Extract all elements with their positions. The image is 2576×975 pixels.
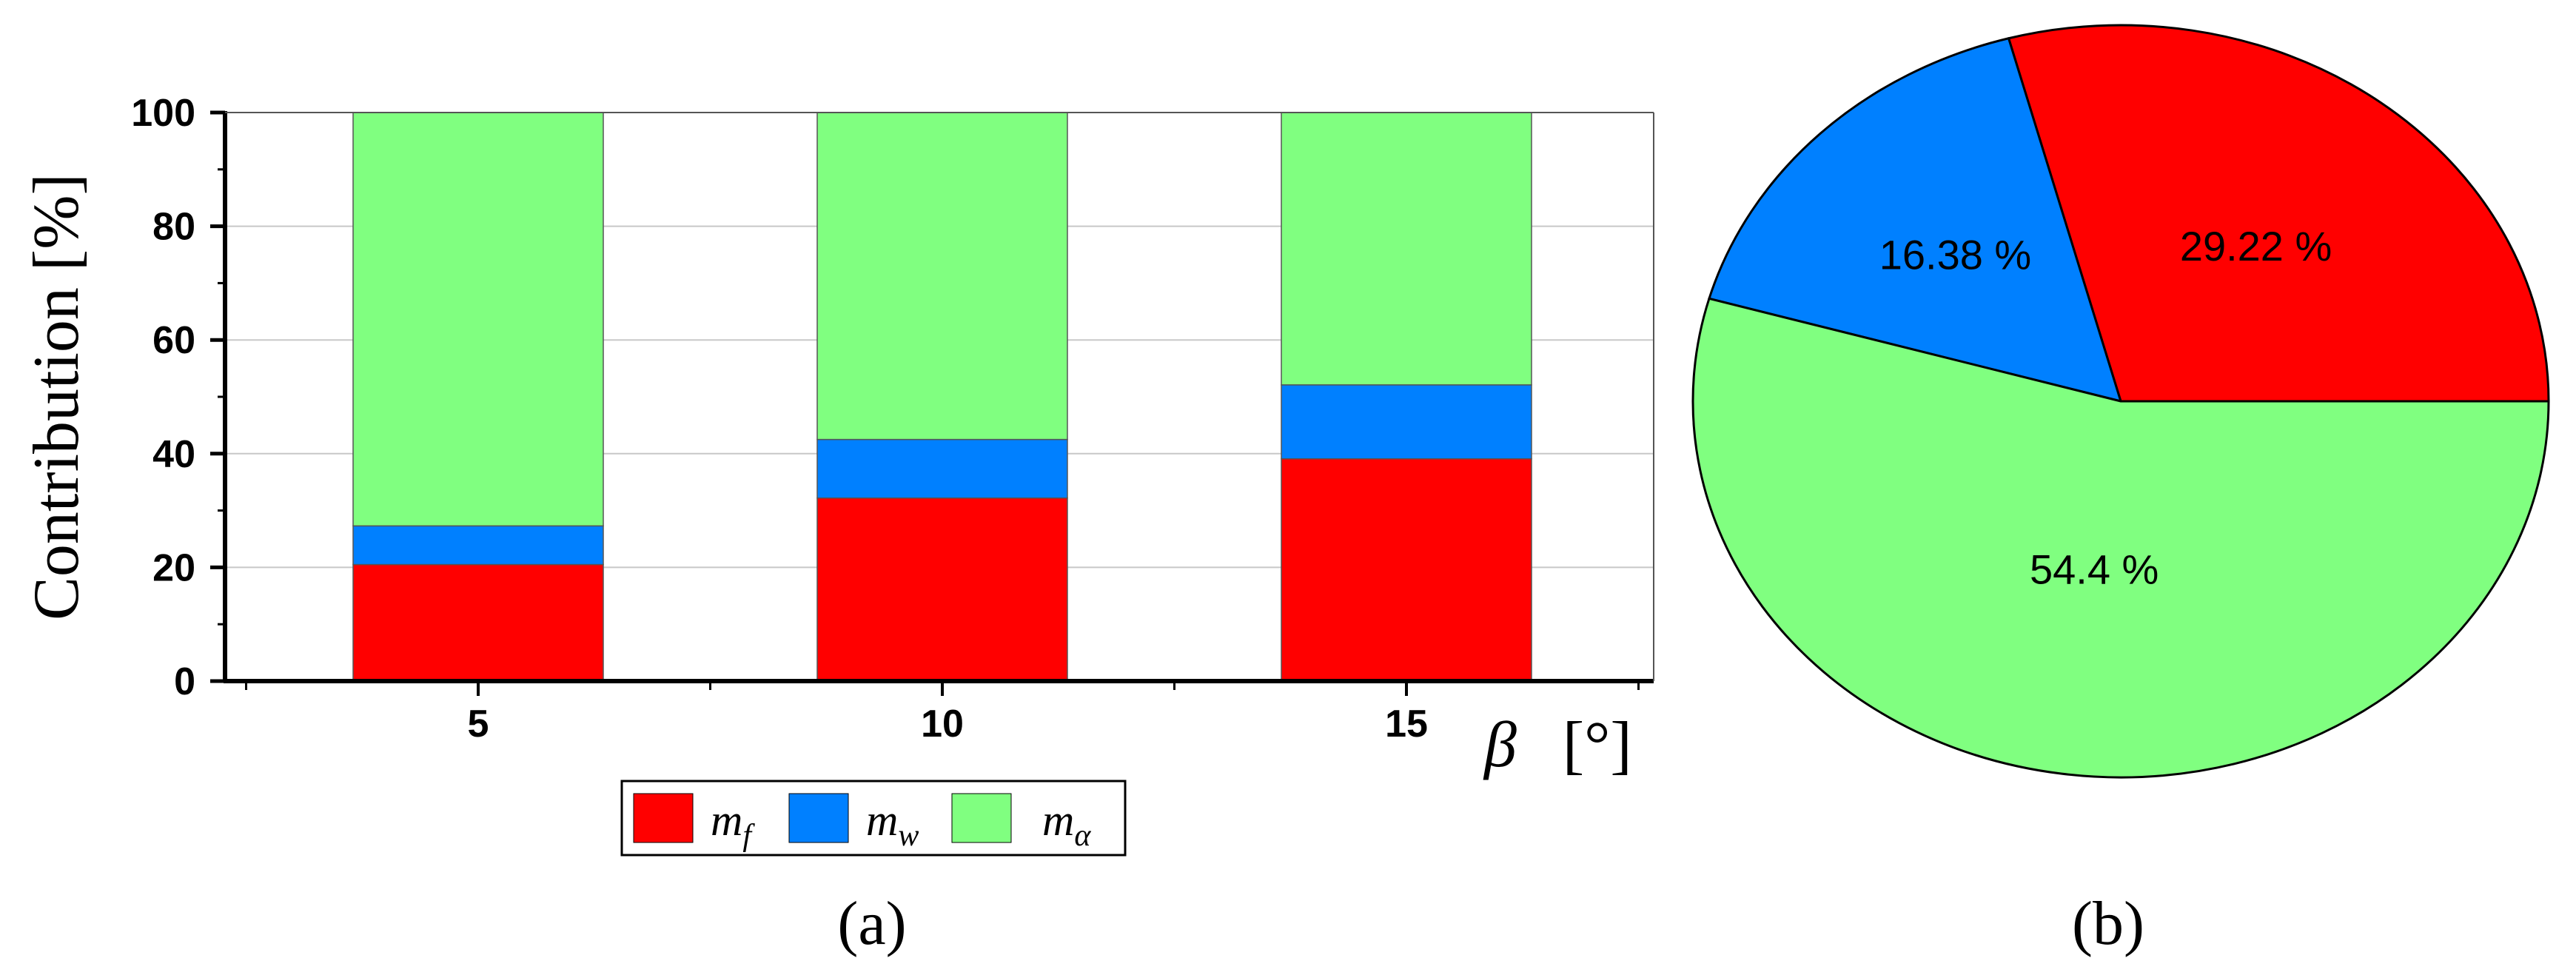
panel-label-b: (b): [2072, 889, 2144, 958]
x-axis-label: β [°]: [1483, 709, 1632, 781]
pie-slice-label: 54.4 %: [2030, 546, 2159, 592]
bars: [352, 112, 1532, 682]
legend-item-mw: mw: [788, 793, 919, 853]
legend-swatch-malpha: [951, 793, 1012, 843]
panel-label-a: (a): [837, 889, 906, 958]
x-tick-label: 15: [1385, 703, 1428, 746]
legend-label-mw: mw: [866, 796, 919, 853]
legend: mf mw mα: [620, 780, 1127, 857]
bar-segment-10-w: [816, 438, 1068, 499]
bar-segment-15-w: [1281, 384, 1532, 460]
bar-segment-5-f: [352, 563, 604, 682]
y-tick-label: 0: [174, 660, 195, 703]
legend-swatch-mw: [788, 793, 849, 843]
bar-segment-5-α: [352, 112, 604, 527]
legend-item-malpha: mα: [951, 793, 1091, 853]
bar-segment-10-f: [816, 497, 1068, 682]
pie-labels: 29.22 % 16.38 % 54.4 %: [1879, 223, 2332, 592]
x-axis-symbol: β: [1483, 709, 1517, 781]
pie-slice-label: 29.22 %: [2180, 223, 2332, 269]
pie-slice: [2007, 24, 2550, 403]
x-axis-unit: [°]: [1563, 709, 1632, 781]
legend-label-mf: mf: [711, 796, 755, 853]
y-tick-label: 60: [152, 319, 195, 362]
legend-frame: [620, 780, 1127, 857]
pie-chart-panel: 29.22 % 16.38 % 54.4 % (b): [1691, 24, 2550, 958]
bar-segment-15-α: [1281, 112, 1532, 386]
legend-label-malpha: mα: [1042, 796, 1091, 853]
pie: [1691, 24, 2550, 779]
y-axis-label: Contribution [%]: [21, 173, 93, 620]
bar-chart-panel: 0 20 40 60 80 100 5 10 15 Contribution [%] β [°…: [21, 92, 1654, 958]
y-ticks: 0 20 40 60 80 100: [131, 92, 225, 703]
y-tick-label: 20: [152, 546, 195, 589]
x-tick-label: 10: [921, 703, 964, 746]
legend-item-mf: mf: [633, 793, 755, 853]
bar-segment-10-α: [816, 112, 1068, 440]
y-tick-label: 40: [152, 433, 195, 476]
y-tick-label: 80: [152, 206, 195, 249]
legend-swatch-mf: [633, 793, 694, 843]
bar-segment-5-w: [352, 525, 604, 566]
pie-slice-label: 16.38 %: [1879, 231, 2032, 278]
pie-slice: [1691, 297, 2550, 779]
x-ticks: 5 10 15: [245, 681, 1640, 746]
y-tick-label: 100: [131, 92, 195, 135]
bar-segment-15-f: [1281, 458, 1532, 682]
x-tick-label: 5: [468, 703, 489, 746]
pie-slice: [1708, 36, 2123, 403]
